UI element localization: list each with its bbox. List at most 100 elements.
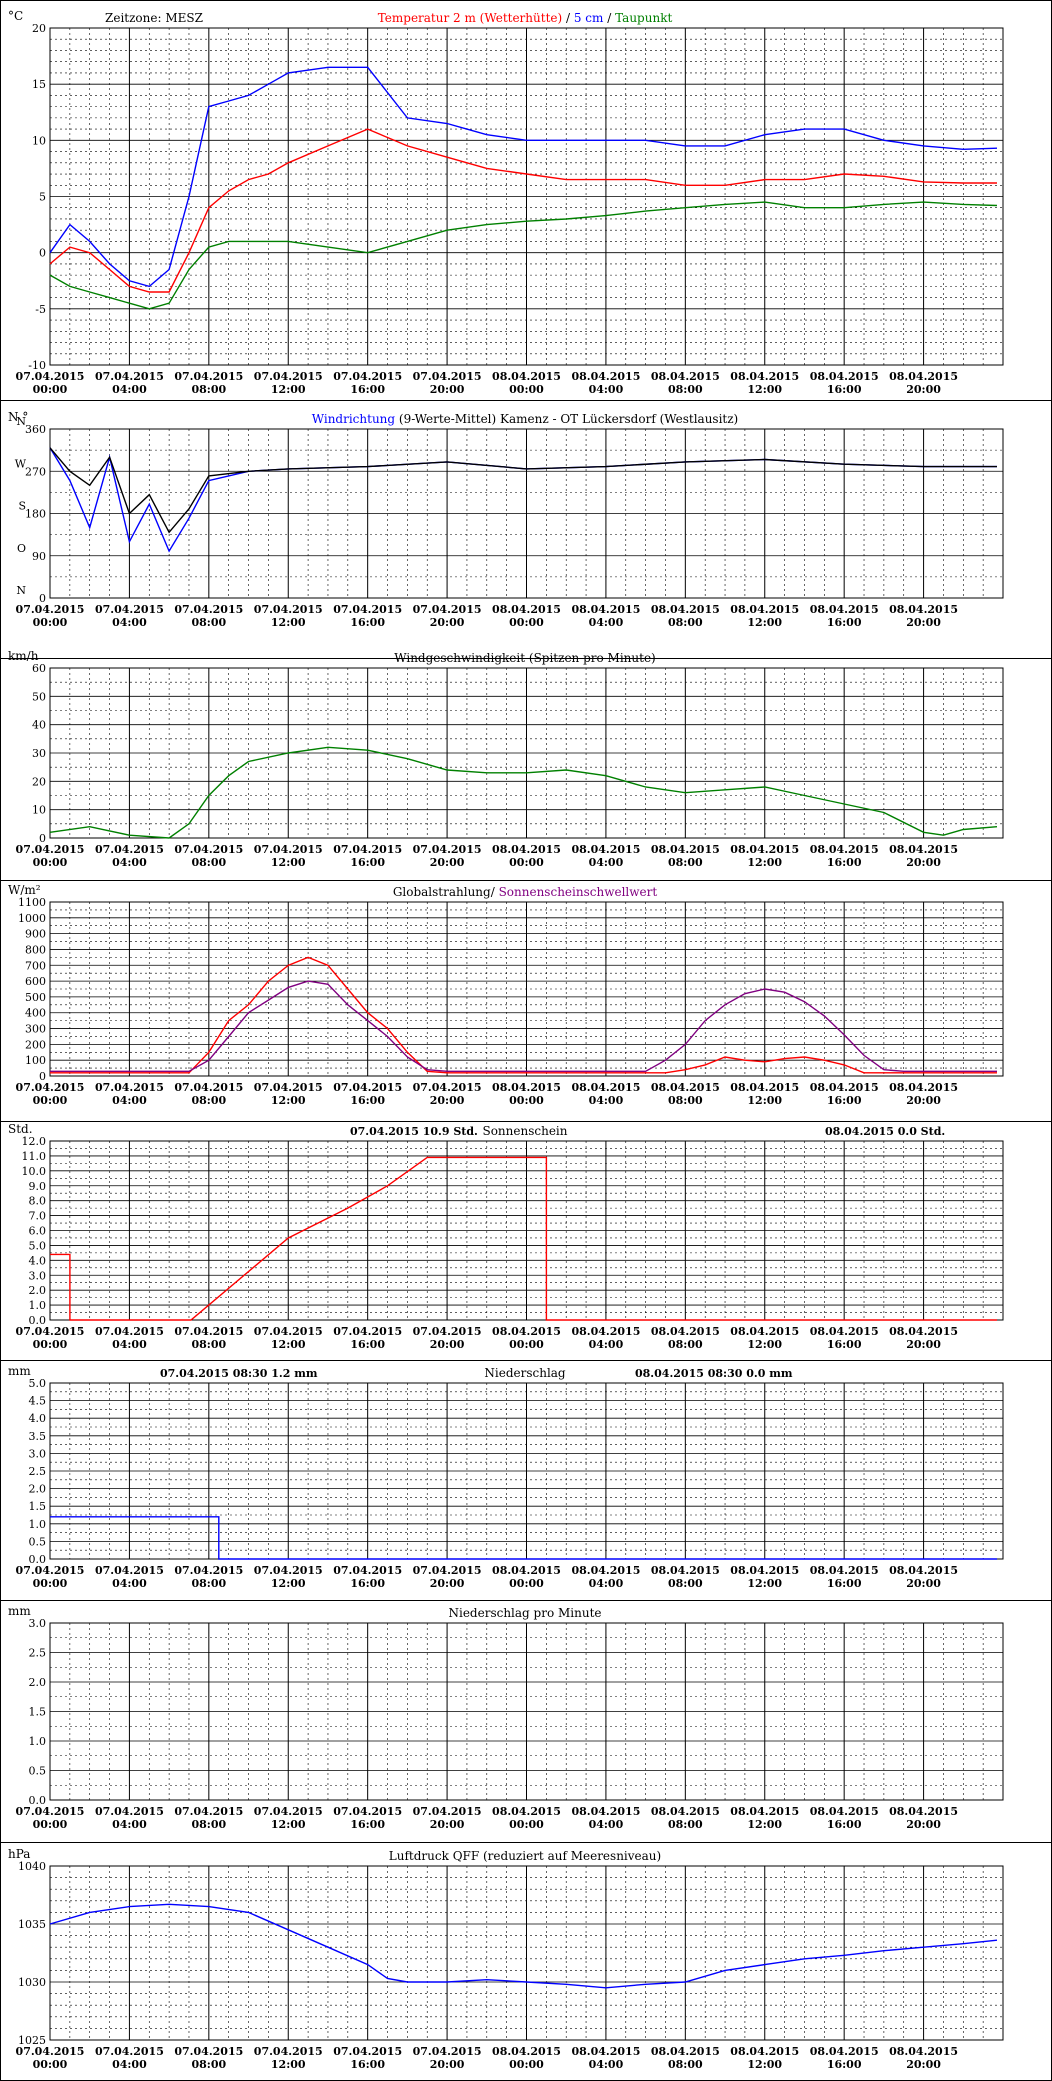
plot-frame [49, 667, 1004, 839]
chart-title: Windgeschwindigkeit (Spitzen pro Minute) [394, 651, 656, 665]
x-tick-date: 08.04.2015 [571, 843, 640, 856]
x-tick-date: 07.04.2015 [174, 843, 243, 856]
x-tick-time: 12:00 [271, 1338, 306, 1351]
x-tick-time: 20:00 [906, 1577, 941, 1590]
x-tick-time: 04:00 [112, 2058, 147, 2071]
x-tick-time: 12:00 [271, 1818, 306, 1831]
x-tick-date: 07.04.2015 [333, 370, 402, 383]
x-tick-time: 20:00 [906, 2058, 941, 2071]
chart-global-radiation: 110010009008007006005004003002001000W/m²… [0, 880, 1052, 1107]
series-line [49, 66, 998, 288]
x-tick-date: 07.04.2015 [333, 1325, 402, 1338]
x-tick-date: 08.04.2015 [889, 1325, 958, 1338]
x-tick-time: 16:00 [827, 1818, 862, 1831]
y-tick-label: 600 [25, 975, 46, 988]
x-tick-date: 08.04.2015 [651, 1081, 720, 1094]
y-tick-label: 5 [39, 191, 46, 204]
x-tick-time: 16:00 [350, 1094, 385, 1107]
x-tick-date: 08.04.2015 [571, 1081, 640, 1094]
y-tick-label: 1030 [18, 1976, 46, 1989]
x-tick-time: 08:00 [668, 856, 703, 869]
x-tick-date: 08.04.2015 [492, 1325, 561, 1338]
y-tick-label: 0.0 [29, 1314, 47, 1327]
x-tick-time: 00:00 [509, 2058, 544, 2071]
y-tick-label: 360 [25, 423, 46, 436]
x-tick-date: 08.04.2015 [810, 843, 879, 856]
title-part: Temperatur 2 m (Wetterhütte) [378, 11, 562, 25]
x-tick-date: 07.04.2015 [16, 843, 85, 856]
x-tick-date: 07.04.2015 [254, 1805, 323, 1818]
x-tick-time: 00:00 [33, 1094, 68, 1107]
y-tick-label: 900 [25, 928, 46, 941]
x-tick-time: 08:00 [191, 856, 226, 869]
unit-label: N ° [8, 410, 28, 424]
x-tick-date: 08.04.2015 [492, 1805, 561, 1818]
y-tick-label: 8.0 [29, 1195, 47, 1208]
x-tick-date: 07.04.2015 [174, 1805, 243, 1818]
x-tick-date: 08.04.2015 [810, 1805, 879, 1818]
x-tick-date: 07.04.2015 [174, 370, 243, 383]
title-part: Windrichtung [312, 412, 396, 426]
x-tick-date: 07.04.2015 [95, 1564, 164, 1577]
x-tick-date: 07.04.2015 [174, 2045, 243, 2058]
x-tick-time: 12:00 [747, 1094, 782, 1107]
y-tick-label: 3.5 [29, 1430, 47, 1443]
x-tick-date: 07.04.2015 [174, 1325, 243, 1338]
y-tick-label: 1040 [18, 1860, 46, 1873]
x-tick-time: 12:00 [747, 383, 782, 396]
x-tick-date: 08.04.2015 [730, 2045, 799, 2058]
daily-annotation: 08.04.2015 08:30 0.0 mm [635, 1367, 793, 1380]
y-tick-label: 4.0 [29, 1254, 47, 1267]
x-tick-date: 08.04.2015 [730, 1081, 799, 1094]
x-tick-time: 16:00 [350, 383, 385, 396]
title-part: Luftdruck QFF (reduziert auf Meeresnivea… [389, 1849, 661, 1863]
y-tick-label: 20 [32, 775, 46, 788]
x-tick-time: 00:00 [33, 1818, 68, 1831]
title-part: Taupunkt [615, 11, 672, 25]
x-tick-time: 20:00 [906, 616, 941, 629]
daily-annotation: 08.04.2015 0.0 Std. [825, 1125, 945, 1138]
daily-annotation: 07.04.2015 10.9 Std. [350, 1125, 478, 1138]
series-line [50, 956, 997, 1074]
y-tick-label: 2.0 [29, 1676, 47, 1689]
x-tick-date: 08.04.2015 [571, 1564, 640, 1577]
series-line [49, 746, 998, 839]
x-tick-time: 16:00 [827, 856, 862, 869]
x-tick-time: 16:00 [827, 1338, 862, 1351]
series-line [49, 201, 998, 310]
x-tick-time: 16:00 [350, 2058, 385, 2071]
x-tick-time: 20:00 [430, 1094, 465, 1107]
y-tick-label: 100 [25, 1054, 46, 1067]
x-tick-time: 12:00 [747, 616, 782, 629]
x-tick-time: 20:00 [430, 2058, 465, 2071]
x-tick-time: 12:00 [271, 383, 306, 396]
series-line [49, 128, 997, 293]
x-tick-time: 08:00 [668, 1818, 703, 1831]
x-tick-time: 08:00 [668, 383, 703, 396]
y-tick-label: 6.0 [29, 1225, 47, 1238]
y-tick-label: 200 [25, 1038, 46, 1051]
y-tick-label: 1.5 [29, 1706, 47, 1719]
x-tick-date: 07.04.2015 [333, 1805, 402, 1818]
title-part: Sonnenschein [482, 1124, 567, 1138]
series-line [49, 447, 997, 534]
y-tick-label: -10 [28, 359, 46, 372]
x-tick-time: 04:00 [112, 616, 147, 629]
unit-label: hPa [8, 1847, 30, 1861]
x-tick-time: 04:00 [589, 2058, 624, 2071]
x-tick-date: 08.04.2015 [492, 1081, 561, 1094]
x-tick-date: 08.04.2015 [492, 603, 561, 616]
y-tick-label: 2.0 [29, 1483, 47, 1496]
x-tick-time: 16:00 [827, 1577, 862, 1590]
x-tick-time: 00:00 [509, 1338, 544, 1351]
plot-frame [49, 1140, 1004, 1321]
y-tick-label: 300 [25, 1023, 46, 1036]
y-tick-label: 1025 [18, 2034, 46, 2047]
series-line [50, 980, 997, 1073]
y-tick-label: 2.5 [29, 1465, 47, 1478]
x-tick-date: 07.04.2015 [16, 2045, 85, 2058]
x-tick-date: 07.04.2015 [254, 1564, 323, 1577]
x-tick-date: 07.04.2015 [254, 370, 323, 383]
